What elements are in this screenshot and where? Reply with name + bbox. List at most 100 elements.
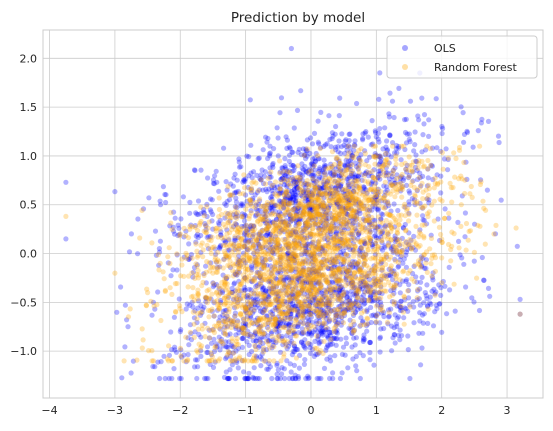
ols-point — [421, 121, 427, 127]
ols-point — [336, 182, 342, 188]
ols-point — [342, 205, 348, 211]
random-forest-point — [237, 312, 244, 318]
ols-point — [308, 172, 314, 178]
ols-point — [325, 265, 331, 271]
ols-point — [311, 353, 317, 359]
ols-point — [341, 216, 347, 222]
ols-point — [320, 262, 326, 268]
ols-point — [234, 296, 240, 302]
ols-point — [282, 298, 288, 304]
ols-point — [284, 200, 290, 206]
random-forest-point — [225, 183, 231, 190]
ols-point — [317, 311, 323, 317]
ols-point — [360, 137, 366, 143]
ols-point — [264, 231, 271, 237]
ols-point — [254, 189, 260, 195]
ols-point — [333, 279, 339, 286]
ols-point — [320, 220, 326, 226]
ols-point — [478, 120, 484, 126]
ols-point — [304, 279, 310, 285]
ols-point — [214, 343, 220, 349]
ols-point — [280, 342, 286, 348]
ols-point — [192, 167, 198, 174]
ols-point — [327, 190, 333, 196]
ols-point — [285, 177, 291, 183]
random-forest-point — [434, 181, 441, 188]
ols-point — [287, 298, 294, 304]
ols-point — [306, 166, 312, 172]
ols-point — [342, 251, 348, 257]
ols-point — [395, 236, 401, 243]
ols-point — [220, 288, 226, 294]
ols-point — [250, 241, 256, 248]
ols-point — [259, 255, 265, 262]
ols-point — [225, 375, 231, 382]
ols-point — [320, 168, 326, 175]
random-forest-point — [155, 252, 161, 258]
ols-point — [357, 375, 363, 382]
ols-point — [283, 341, 289, 347]
ols-point — [381, 193, 387, 199]
ols-point — [325, 298, 331, 304]
ols-point — [330, 133, 336, 139]
ols-point — [310, 269, 316, 276]
ols-point — [438, 285, 444, 291]
ols-point — [300, 146, 306, 152]
ols-point — [334, 190, 340, 196]
ols-point — [286, 327, 292, 333]
ols-point — [346, 219, 352, 225]
ols-point — [407, 375, 413, 382]
random-forest-point — [308, 254, 314, 260]
random-forest-point — [358, 146, 364, 152]
ols-point — [347, 261, 353, 267]
ols-point — [246, 351, 252, 358]
ols-point — [292, 303, 298, 309]
ols-point — [211, 336, 217, 342]
ols-point — [367, 293, 373, 300]
ols-point — [345, 181, 351, 188]
ols-point — [356, 155, 362, 161]
ols-point — [323, 172, 329, 178]
ols-point — [259, 227, 265, 233]
ols-point — [217, 314, 223, 320]
ols-point — [245, 375, 251, 382]
ols-point — [440, 125, 446, 132]
ols-point — [338, 220, 344, 226]
ols-point — [400, 225, 406, 231]
ols-point — [355, 261, 361, 267]
ols-point — [356, 231, 362, 237]
random-forest-point — [427, 246, 433, 252]
ols-point — [278, 198, 284, 205]
ols-point — [265, 201, 271, 207]
ols-point — [367, 229, 373, 235]
random-forest-point — [465, 237, 471, 243]
ols-point — [254, 172, 260, 178]
ols-point — [305, 303, 311, 309]
ols-point — [333, 200, 339, 206]
random-forest-point — [311, 324, 317, 330]
ols-point — [367, 227, 373, 233]
ols-point — [323, 303, 329, 309]
ols-point — [290, 330, 296, 336]
ols-point — [397, 290, 403, 296]
ols-point — [389, 174, 395, 180]
random-forest-point — [379, 238, 385, 244]
ols-point — [226, 375, 232, 382]
random-forest-point — [371, 278, 377, 284]
random-forest-point — [234, 215, 240, 221]
ols-point — [274, 362, 280, 368]
random-forest-point — [248, 197, 254, 204]
ols-point — [459, 255, 465, 261]
ols-point — [317, 230, 323, 236]
ols-point — [333, 273, 339, 279]
ols-point — [321, 180, 327, 186]
ols-point — [265, 135, 271, 142]
ols-point — [373, 134, 379, 140]
ols-point — [433, 96, 439, 102]
ols-point — [368, 284, 374, 290]
ols-point — [325, 343, 331, 349]
ols-point — [378, 230, 384, 237]
ols-point — [430, 270, 436, 276]
random-forest-point — [397, 237, 403, 243]
ols-point — [336, 287, 342, 293]
